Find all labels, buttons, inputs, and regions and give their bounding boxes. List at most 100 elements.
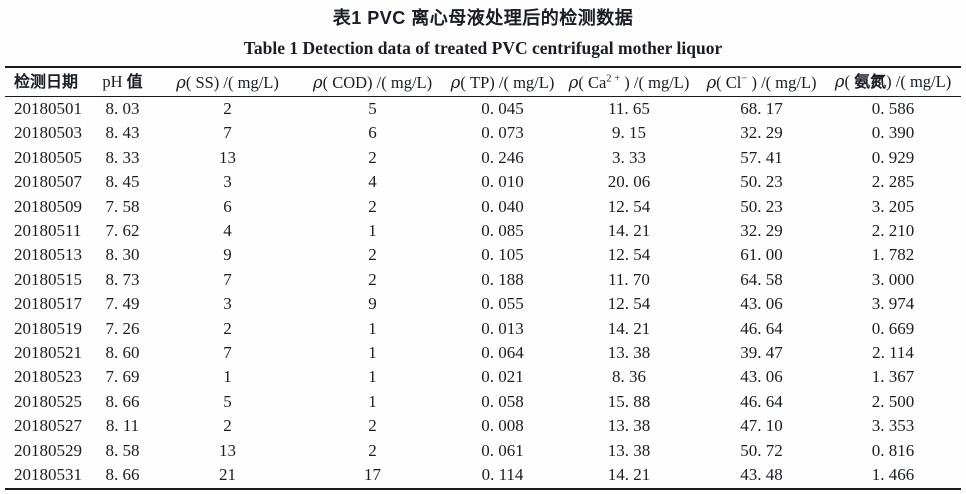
table-cell: 9 [368,294,377,314]
table-cell: 13. 38 [607,440,651,460]
header-cell-nh3n: ρ( 氨氮) /( mg/L) [834,72,952,91]
table-cell: 3. 974 [871,294,915,314]
table-body: 20180501 8. 03 2 5 0. 045 11. 65 68. 17 0. 586 2… [5,97,961,489]
table-cell: 8. 30 [105,245,140,265]
table-cell: 8. 11 [105,416,140,436]
table-cell: 7. 58 [105,196,140,216]
table-cell: 1 [368,343,377,363]
table-caption-cn: 表1 PVC 离心母液处理后的检测数据 [332,8,634,28]
table-cell: 46. 64 [740,391,783,411]
table-cell: 9. 15 [612,123,646,143]
table-cell: 8. 43 [105,123,140,143]
table-cell: 0. 929 [871,147,915,167]
table-cell: 20180509 [14,196,82,216]
header-cell-tp: ρ( TP) /( mg/L) [450,72,555,92]
table-cell: 3 [223,294,232,314]
table-cell: 2. 285 [871,172,915,192]
table-cell: 46. 64 [740,318,783,338]
table-cell: 9 [223,245,232,265]
table-cell: 20180531 [14,465,82,485]
table-cell: 0. 021 [481,367,524,387]
table-row: 20180519 7. 26 2 1 0. 013 14. 21 46. 64 0. 669 [5,317,961,341]
table-cell: 2 [368,269,377,289]
table-cell: 20180507 [14,172,82,192]
table-cell: 13 [219,147,236,167]
table-cell: 12. 54 [607,294,651,314]
table-cell: 43. 06 [740,367,783,387]
table-cell: 8. 36 [612,367,646,387]
table-cell: 2 [368,196,377,216]
table-cell: 0. 073 [481,123,524,143]
table-cell: 47. 10 [740,416,783,436]
table-cell: 1 [368,367,377,387]
table-cell: 0. 045 [481,99,524,118]
table-row: 20180507 8. 45 3 4 0. 010 20. 06 50. 23 2. 285 [5,170,961,194]
table-cell: 0. 188 [481,269,524,289]
table-cell: 8. 45 [105,172,140,192]
table-cell: 50. 23 [740,172,783,192]
table-cell: 0. 055 [481,294,524,314]
table-cell: 43. 48 [740,465,783,485]
table-cell: 0. 586 [871,99,915,118]
table-cell: 0. 013 [481,318,524,338]
table-row: 20180505 8. 33 13 2 0. 246 3. 33 57. 41 0. 929 [5,146,961,170]
table-row: 20180531 8. 66 21 17 0. 114 14. 21 43. 48 1. 46… [5,463,961,488]
table-cell: 14. 21 [607,318,651,338]
table-row: 20180509 7. 58 6 2 0. 040 12. 54 50. 23 3. 205 [5,195,961,219]
table-cell: 20180515 [14,269,82,289]
table-cell: 5 [223,391,232,411]
table-cell: 7 [223,269,232,289]
table-cell: 1 [368,221,377,241]
table-cell: 0. 058 [481,391,524,411]
table-cell: 5 [368,99,377,118]
table-row: 20180511 7. 62 4 1 0. 085 14. 21 32. 29 2. 210 [5,219,961,243]
table-cell: 3. 353 [871,416,915,436]
table-row: 20180513 8. 30 9 2 0. 105 12. 54 61. 00 1. 782 [5,243,961,267]
table-cell: 12. 54 [607,245,651,265]
table-cell: 20180519 [14,318,82,338]
table-row: 20180515 8. 73 7 2 0. 188 11. 70 64. 58 3. 000 [5,268,961,292]
table-row: 20180521 8. 60 7 1 0. 064 13. 38 39. 47 2. 114 [5,341,961,365]
table-cell: 1. 466 [871,465,915,485]
table-cell: 13. 38 [607,343,651,363]
header-cell-ph: pH 值 [102,72,143,91]
table-cell: 0. 040 [481,196,524,216]
table-cell: 7. 62 [105,221,140,241]
table-cell: 7 [223,123,232,143]
header-cell-cod: ρ( COD) /( mg/L) [312,72,433,92]
table-cell: 3. 33 [612,147,646,167]
header-cell-ss: ρ( SS) /( mg/L) [176,72,279,92]
table-cell: 4 [368,172,377,192]
table-cell: 39. 47 [740,343,783,363]
table-cell: 20180527 [14,416,82,436]
table-cell: 6 [368,123,377,143]
table-cell: 8. 73 [105,269,140,289]
table-cell: 64. 58 [740,269,783,289]
table-cell: 12. 54 [607,196,651,216]
table-cell: 1. 367 [871,367,915,387]
table-cell: 0. 114 [481,465,524,485]
table-cell: 20180501 [14,99,82,118]
table-cell: 8. 66 [105,465,140,485]
header-cell-cl: ρ( Cl− ) /( mg/L) [706,72,817,92]
table-cell: 3 [223,172,232,192]
table-cell: 11. 65 [608,99,650,118]
table-cell: 68. 17 [740,99,783,118]
table-cell: 32. 29 [740,221,783,241]
table-cell: 0. 061 [481,440,524,460]
header-row: 检测日期 pH 值 ρ( SS) /( mg/L) ρ( COD) /( mg/L) ρ… [5,67,961,97]
detection-table: 检测日期 pH 值 ρ( SS) /( mg/L) ρ( COD) /( mg/L) ρ… [5,66,961,490]
table-cell: 20180503 [14,123,82,143]
table-header: 检测日期 pH 值 ρ( SS) /( mg/L) ρ( COD) /( mg/L) ρ… [5,67,961,97]
table-cell: 2. 114 [872,343,914,363]
table-cell: 20180523 [14,367,82,387]
table-cell: 17 [364,465,381,485]
table-cell: 20180529 [14,440,82,460]
table-cell: 0. 105 [481,245,524,265]
table-row: 20180527 8. 11 2 2 0. 008 13. 38 47. 10 3. 353 [5,414,961,438]
table-cell: 57. 41 [740,147,783,167]
table-cell: 20180525 [14,391,82,411]
table-cell: 0. 008 [481,416,524,436]
table-cell: 1 [223,367,232,387]
